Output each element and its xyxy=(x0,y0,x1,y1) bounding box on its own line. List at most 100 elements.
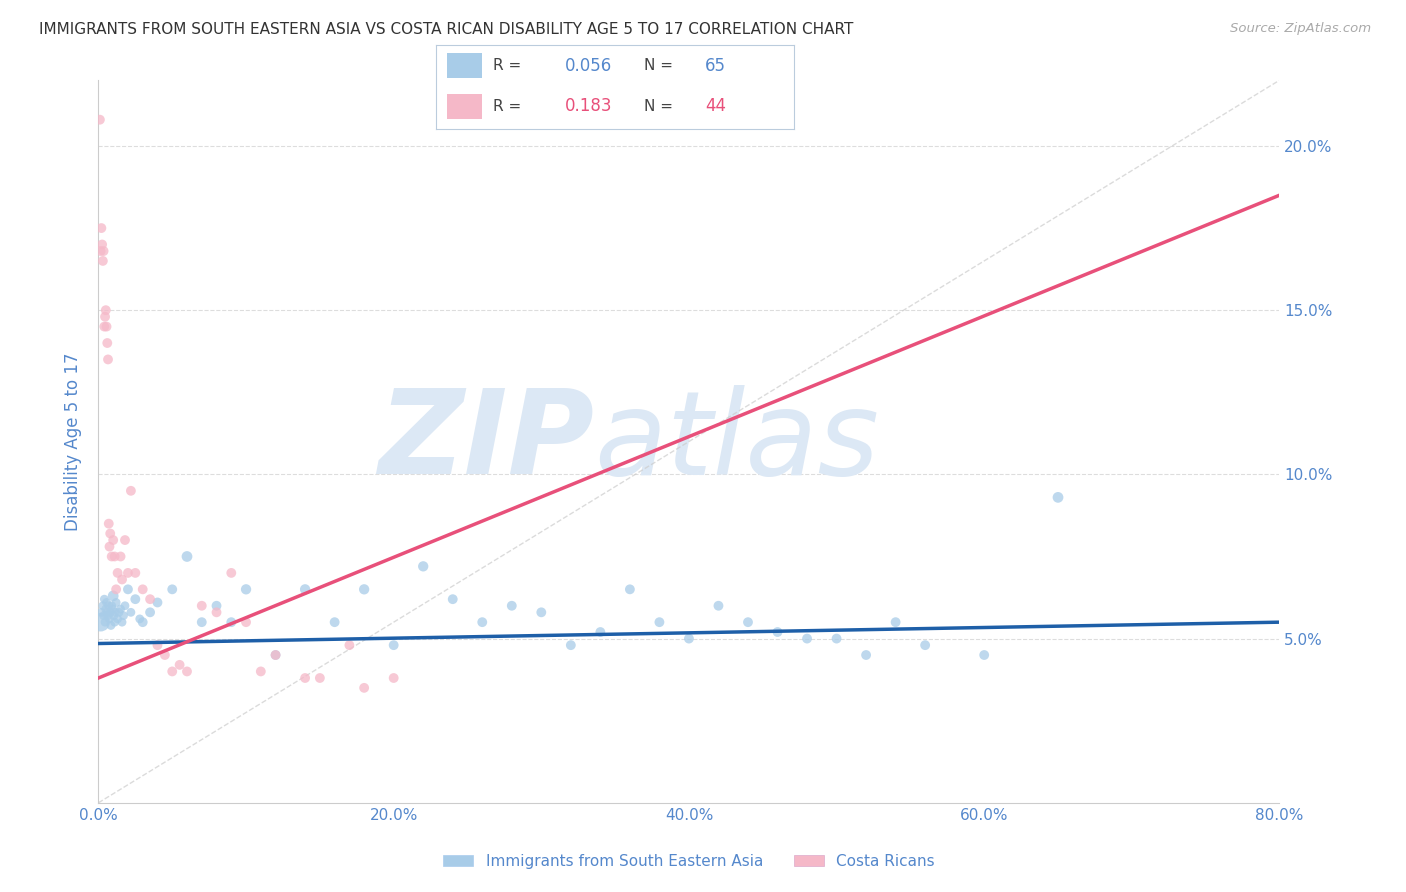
Point xyxy=(105,582,128,597)
Point xyxy=(90,221,112,235)
Point xyxy=(94,310,117,324)
Point xyxy=(111,615,134,630)
Point xyxy=(250,665,273,679)
Point xyxy=(93,244,115,258)
Point xyxy=(114,533,136,547)
Point xyxy=(96,605,118,619)
Point xyxy=(382,638,405,652)
Point xyxy=(89,112,111,127)
Text: 0.183: 0.183 xyxy=(565,97,613,115)
Point xyxy=(973,648,995,662)
Text: R =: R = xyxy=(494,58,526,73)
Point xyxy=(98,612,121,626)
Point xyxy=(111,573,134,587)
Point xyxy=(412,559,434,574)
Point xyxy=(105,595,128,609)
Point xyxy=(221,615,243,630)
Point xyxy=(191,599,214,613)
Point xyxy=(98,540,121,554)
Point xyxy=(98,605,121,619)
Point xyxy=(97,352,120,367)
Point xyxy=(162,665,183,679)
Point xyxy=(101,602,124,616)
Point xyxy=(104,605,127,619)
Point xyxy=(191,615,214,630)
Point xyxy=(176,665,198,679)
Point xyxy=(124,566,146,580)
Point xyxy=(339,638,361,652)
Point xyxy=(205,605,228,619)
Point xyxy=(1047,491,1070,505)
Point xyxy=(91,237,114,252)
Point xyxy=(103,608,125,623)
Point xyxy=(501,599,523,613)
Point xyxy=(96,595,118,609)
Bar xyxy=(447,94,482,120)
Text: atlas: atlas xyxy=(595,384,880,499)
Point xyxy=(114,599,136,613)
Point xyxy=(91,599,114,613)
Point xyxy=(97,608,120,623)
Point xyxy=(146,595,169,609)
Bar xyxy=(447,54,482,78)
Point xyxy=(382,671,405,685)
Point xyxy=(589,625,612,640)
Point xyxy=(93,319,115,334)
Point xyxy=(132,615,155,630)
Point xyxy=(120,605,142,619)
Point xyxy=(766,625,789,640)
Point xyxy=(97,599,120,613)
Point xyxy=(235,615,257,630)
Point xyxy=(560,638,582,652)
Point xyxy=(124,592,146,607)
Text: 65: 65 xyxy=(704,57,725,75)
Point xyxy=(309,671,332,685)
Point xyxy=(264,648,287,662)
Point xyxy=(796,632,818,646)
Point xyxy=(471,615,494,630)
Point xyxy=(100,618,122,632)
Point xyxy=(353,681,375,695)
Point xyxy=(737,615,759,630)
Point xyxy=(323,615,346,630)
Point xyxy=(146,638,169,652)
Text: Source: ZipAtlas.com: Source: ZipAtlas.com xyxy=(1230,22,1371,36)
Text: N =: N = xyxy=(644,99,678,114)
Point xyxy=(110,549,132,564)
Text: 44: 44 xyxy=(704,97,725,115)
Point xyxy=(100,549,122,564)
Point xyxy=(139,605,162,619)
Point xyxy=(117,582,139,597)
Text: R =: R = xyxy=(494,99,526,114)
Point xyxy=(648,615,671,630)
Point xyxy=(120,483,142,498)
Point xyxy=(530,605,553,619)
Point xyxy=(176,549,198,564)
Point xyxy=(132,582,155,597)
Point xyxy=(104,615,127,630)
Point xyxy=(221,566,243,580)
Point xyxy=(100,599,122,613)
Point xyxy=(104,549,127,564)
Point xyxy=(914,638,936,652)
Point xyxy=(90,244,112,258)
Text: 0.056: 0.056 xyxy=(565,57,612,75)
Point xyxy=(112,608,135,623)
Point xyxy=(139,592,162,607)
Y-axis label: Disability Age 5 to 17: Disability Age 5 to 17 xyxy=(65,352,83,531)
Point xyxy=(103,533,125,547)
Text: N =: N = xyxy=(644,58,678,73)
Point xyxy=(707,599,730,613)
Point xyxy=(162,582,183,597)
Point xyxy=(153,648,176,662)
Point xyxy=(107,566,129,580)
Point xyxy=(678,632,700,646)
Point xyxy=(353,582,375,597)
Point xyxy=(294,671,316,685)
Point xyxy=(117,566,139,580)
Point xyxy=(93,608,115,623)
Point xyxy=(90,615,112,630)
Point xyxy=(103,589,125,603)
Point xyxy=(90,605,112,619)
Legend: Immigrants from South Eastern Asia, Costa Ricans: Immigrants from South Eastern Asia, Cost… xyxy=(437,847,941,875)
